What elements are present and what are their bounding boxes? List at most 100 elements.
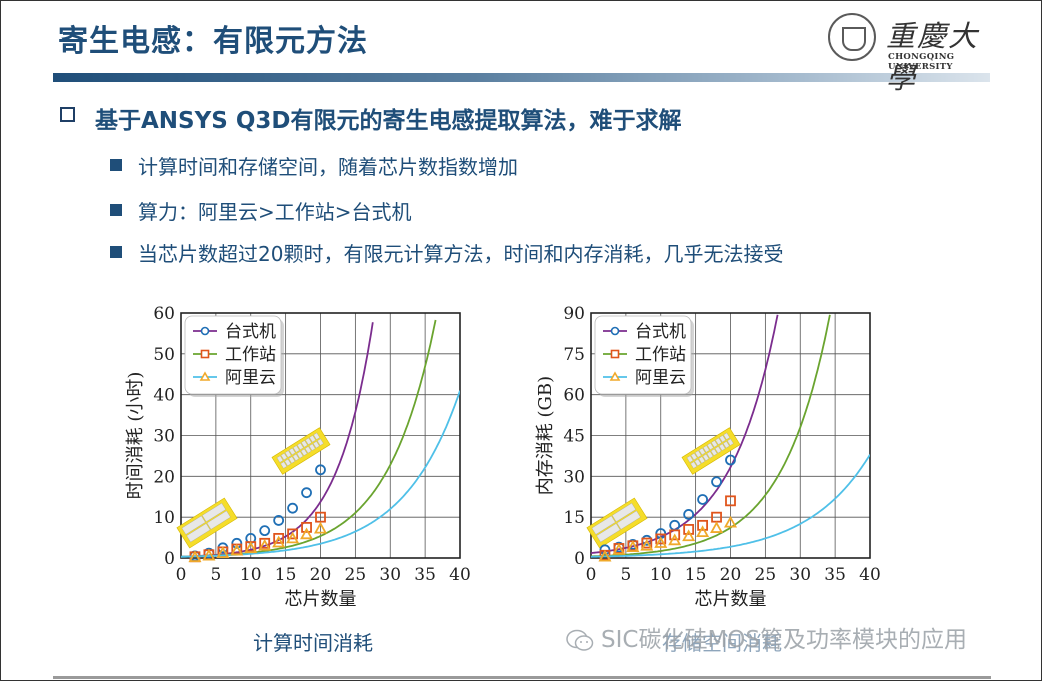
x-tick-label: 25 xyxy=(755,565,777,585)
data-point xyxy=(682,529,696,542)
memory-consumption-chart: 0 5 10 15 20 25 30 35 40 0 15 30 45 60 75 90 芯片数量 内存消耗 (G… xyxy=(535,304,881,610)
x-tick-label: 15 xyxy=(275,565,297,585)
y-tick-label: 0 xyxy=(574,549,585,569)
y-tick-label: 40 xyxy=(153,386,175,406)
y-tick-label: 75 xyxy=(563,345,585,365)
data-point xyxy=(669,519,681,531)
x-axis-label: 芯片数量 xyxy=(695,589,767,610)
data-point xyxy=(202,548,216,561)
legend-label: 阿里云 xyxy=(225,368,276,388)
slide-title: 寄生电感：有限元方法 xyxy=(58,24,368,59)
data-point xyxy=(231,537,243,549)
x-tick-label: 40 xyxy=(449,565,471,585)
data-point xyxy=(286,531,300,544)
y-tick-label: 90 xyxy=(563,304,585,324)
data-point xyxy=(259,525,271,537)
series-line xyxy=(591,314,779,554)
y-axis-label: 内存消耗 (GB) xyxy=(535,376,556,495)
square-bullet-icon xyxy=(110,204,122,216)
bullet-item: 算力：阿里云>工作站>台式机 xyxy=(138,200,412,224)
data-point xyxy=(654,536,668,548)
data-point xyxy=(725,454,736,466)
university-seal-icon xyxy=(828,13,876,61)
data-point xyxy=(655,533,667,545)
y-tick-label: 0 xyxy=(164,549,175,569)
chip-module-illustration xyxy=(176,497,238,549)
data-point xyxy=(696,525,710,538)
chip-module-illustration xyxy=(586,497,648,549)
series-line xyxy=(591,454,870,558)
x-tick-label: 35 xyxy=(414,565,436,585)
x-tick-label: 10 xyxy=(240,565,262,585)
data-point xyxy=(258,538,272,551)
x-tick-label: 5 xyxy=(210,565,221,585)
data-point xyxy=(188,550,202,563)
data-point xyxy=(287,502,299,514)
data-point xyxy=(626,540,640,553)
y-tick-label: 45 xyxy=(563,427,585,447)
data-point xyxy=(697,519,709,531)
data-point xyxy=(244,541,258,554)
chip-module-illustration xyxy=(271,427,331,475)
data-point xyxy=(216,546,230,558)
x-tick-label: 30 xyxy=(789,565,811,585)
x-tick-label: 20 xyxy=(310,565,332,585)
plot-frame xyxy=(590,312,871,559)
x-tick-label: 10 xyxy=(650,565,672,585)
x-tick-label: 40 xyxy=(859,565,881,585)
legend-label: 阿里云 xyxy=(635,368,686,388)
wechat-icon xyxy=(566,629,594,651)
footer-divider xyxy=(53,676,991,679)
hollow-square-bullet-icon xyxy=(60,107,75,122)
data-point xyxy=(273,515,285,526)
series-line xyxy=(591,314,831,558)
y-tick-label: 20 xyxy=(153,467,175,487)
x-tick-label: 30 xyxy=(379,565,401,585)
data-point xyxy=(598,549,612,562)
watermark: SIC碳化硅MOS管及功率模块的应用 xyxy=(565,620,967,654)
x-tick-label: 20 xyxy=(720,565,742,585)
legend-label: 台式机 xyxy=(225,322,276,342)
x-tick-label: 25 xyxy=(345,565,367,585)
data-point xyxy=(612,542,626,555)
data-point xyxy=(683,509,695,520)
data-point xyxy=(315,464,326,476)
bullet-item: 当芯片数超过20颗时，有限元计算方法，时间和内存消耗，几乎无法接受 xyxy=(138,242,784,266)
data-point xyxy=(669,529,681,541)
data-point xyxy=(273,532,285,544)
data-point xyxy=(683,524,695,535)
y-axis-label: 时间消耗 (小时) xyxy=(125,372,146,500)
y-tick-label: 50 xyxy=(153,345,175,365)
x-axis-label: 芯片数量 xyxy=(285,589,357,610)
square-bullet-icon xyxy=(110,159,122,171)
logo-english-name: CHONGQING UNIVERSITY xyxy=(888,52,955,72)
data-point xyxy=(668,533,682,546)
x-tick-label: 35 xyxy=(824,565,846,585)
data-point xyxy=(315,511,326,523)
plot-frame xyxy=(180,312,461,559)
y-tick-label: 60 xyxy=(563,386,585,406)
data-point xyxy=(599,544,611,556)
y-tick-label: 10 xyxy=(153,508,175,528)
university-logo: 重慶大學 CHONGQING UNIVERSITY xyxy=(828,13,993,95)
data-point xyxy=(272,535,286,548)
data-point xyxy=(287,528,299,540)
chart-caption-memory: 存储空间消耗 xyxy=(662,631,782,655)
data-point xyxy=(640,538,654,551)
x-tick-label: 0 xyxy=(176,565,187,585)
data-point xyxy=(723,515,738,528)
data-point xyxy=(301,487,312,499)
data-point xyxy=(313,521,328,534)
data-point xyxy=(697,494,709,505)
x-tick-label: 0 xyxy=(586,565,597,585)
y-tick-label: 30 xyxy=(563,467,585,487)
x-tick-label: 15 xyxy=(685,565,707,585)
data-point xyxy=(230,543,244,556)
watermark-text: SIC碳化硅MOS管及功率模块的应用 xyxy=(601,627,967,653)
time-consumption-chart: 0 5 10 15 20 25 30 35 40 0 10 20 30 40 50 60 芯片数量 时间消耗 (小… xyxy=(125,304,471,610)
data-point xyxy=(710,521,724,533)
chip-module-illustration xyxy=(681,427,741,475)
y-tick-label: 60 xyxy=(153,304,175,324)
data-point xyxy=(259,537,271,549)
